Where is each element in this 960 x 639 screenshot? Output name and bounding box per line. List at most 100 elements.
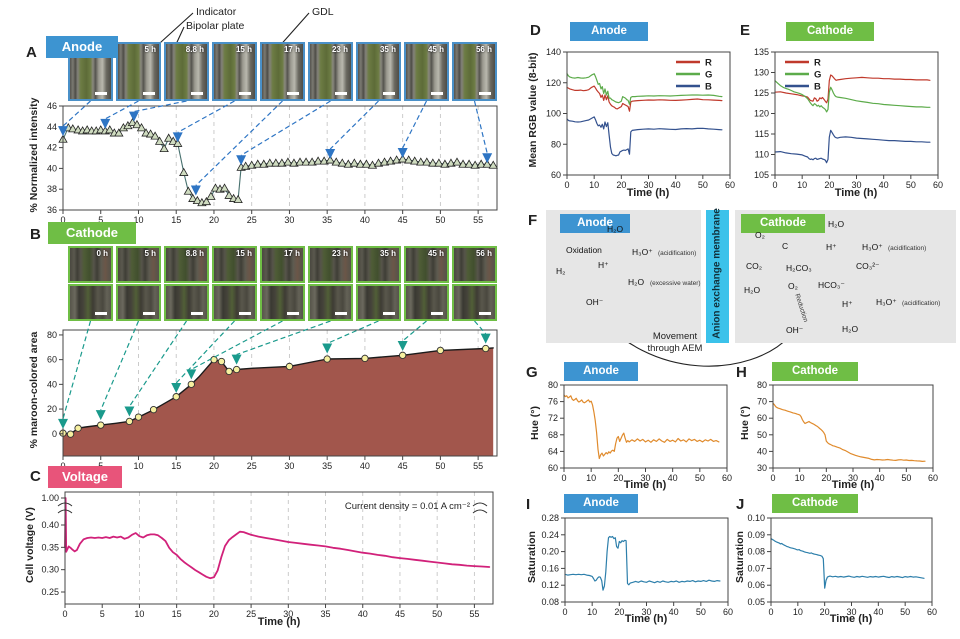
scale-bar	[95, 312, 107, 315]
electrode-photo	[164, 284, 209, 321]
electrode-photo: 0 h	[68, 246, 113, 283]
svg-text:25: 25	[246, 609, 256, 619]
panel-letter-g: G	[526, 364, 538, 381]
svg-text:50: 50	[698, 180, 708, 190]
electrode-photo: 5 h	[116, 246, 161, 283]
svg-text:10: 10	[793, 607, 803, 617]
svg-text:30: 30	[851, 180, 861, 190]
f-h3o-cathode-1: H₃O⁺	[862, 242, 883, 252]
svg-text:46: 46	[47, 101, 57, 111]
svg-text:10: 10	[797, 180, 807, 190]
svg-text:G: G	[814, 70, 821, 81]
svg-text:135: 135	[754, 47, 769, 57]
callout-bipolar-plate: Bipolar plate	[186, 20, 245, 32]
svg-text:0: 0	[772, 180, 777, 190]
electrode-image-column: 35 h	[356, 246, 401, 321]
xlabel-i: Time (h)	[624, 613, 668, 625]
xlabel-h: Time (h)	[831, 479, 875, 491]
photo-time-label: 23 h	[331, 249, 348, 258]
ylabel-c: Cell voltage (V)	[24, 507, 36, 583]
svg-text:30: 30	[283, 609, 293, 619]
scale-bar	[479, 92, 491, 95]
photo-time-label: 45 h	[427, 249, 444, 258]
svg-text:110: 110	[755, 150, 769, 160]
electrode-photo	[356, 284, 401, 321]
badge-anode-a: Anode	[46, 36, 118, 58]
electrode-photo: 17 h	[260, 42, 305, 101]
svg-text:35: 35	[322, 461, 332, 471]
electrode-image-column: 8.8 h	[164, 246, 209, 321]
panel-letter-h: H	[736, 364, 747, 381]
svg-text:20: 20	[47, 404, 57, 414]
svg-text:40: 40	[671, 180, 681, 190]
svg-text:30: 30	[284, 461, 294, 471]
electrode-photo: 23 h	[308, 42, 353, 101]
ylabel-a: % Normalized intensity	[28, 97, 40, 213]
svg-text:60: 60	[933, 180, 943, 190]
svg-text:R: R	[814, 58, 821, 69]
svg-text:50: 50	[432, 609, 442, 619]
scale-bar	[143, 312, 155, 315]
ylabel-g: Hue (°)	[529, 406, 541, 440]
ylabel-b: % maroon-colored area	[28, 331, 40, 449]
photo-time-label: 8.8 h	[185, 249, 204, 258]
chart-I: 0.08 0.12 0.16 0.20 0.24 0.28 0 10 20 30 40 50 60	[541, 513, 733, 617]
svg-text:50: 50	[906, 180, 916, 190]
svg-text:55: 55	[473, 461, 483, 471]
svg-text:120: 120	[546, 78, 561, 88]
svg-text:40: 40	[757, 446, 767, 456]
svg-text:40: 40	[47, 379, 57, 389]
svg-text:20: 20	[613, 473, 623, 483]
callout-gdl: GDL	[312, 6, 334, 18]
badge-cathode-e: Cathode	[786, 22, 874, 41]
current-density-annotation: Current density = 0.01 A cm⁻²	[344, 501, 470, 512]
svg-text:30: 30	[640, 473, 650, 483]
svg-text:20: 20	[209, 609, 219, 619]
anode-image-strip: 0 h5 h8.8 h15 h17 h23 h35 h45 h56 h	[68, 42, 497, 101]
anion-exchange-membrane-bar	[706, 210, 729, 343]
f-h2o-cathode-left: H₂O	[744, 285, 761, 295]
electrode-photo: 8.8 h	[164, 246, 209, 283]
electrode-image-column: 23 h	[308, 42, 353, 101]
f-h2o-cathode-bottom: H₂O	[842, 324, 859, 334]
f-acidification-cathode-1: (acidification)	[888, 245, 927, 252]
electrode-photo	[404, 284, 449, 321]
electrode-photo: 15 h	[212, 42, 257, 101]
svg-text:35: 35	[322, 215, 332, 225]
electrode-image-column: 56 h	[452, 42, 497, 101]
svg-text:15: 15	[171, 215, 181, 225]
svg-text:60: 60	[47, 355, 57, 365]
electrode-photo: 56 h	[452, 246, 497, 283]
svg-text:44: 44	[47, 122, 57, 132]
svg-text:30: 30	[641, 607, 651, 617]
electrode-photo: 8.8 h	[164, 42, 209, 101]
svg-text:40: 40	[873, 607, 883, 617]
svg-text:10: 10	[133, 461, 143, 471]
ylabel-j: Saturation	[734, 531, 746, 583]
svg-text:50: 50	[901, 473, 911, 483]
f-o2-cathode-mid: O₂	[788, 281, 798, 291]
svg-text:30: 30	[757, 463, 767, 473]
f-movement-line1: Movement	[652, 331, 698, 342]
svg-text:40: 40	[875, 473, 885, 483]
svg-text:10: 10	[795, 473, 805, 483]
scale-bar	[191, 92, 203, 95]
panel-letter-f: F	[528, 212, 538, 229]
svg-text:125: 125	[754, 88, 769, 98]
svg-text:10: 10	[586, 473, 596, 483]
electrode-image-column: 5 h	[116, 42, 161, 101]
svg-text:40: 40	[360, 215, 370, 225]
electrode-photo: 35 h	[356, 42, 401, 101]
f-h2: H₂	[556, 266, 566, 276]
panel-letter-c: C	[30, 468, 41, 485]
scale-bar	[335, 312, 347, 315]
svg-text:1.00: 1.00	[41, 493, 59, 503]
svg-text:60: 60	[757, 413, 767, 423]
electrode-photo: 17 h	[260, 246, 305, 283]
f-hco3: HCO₃⁻	[818, 280, 845, 290]
svg-text:60: 60	[551, 170, 561, 180]
svg-text:0.08: 0.08	[541, 597, 559, 607]
scale-bar	[383, 312, 395, 315]
chart-G: 60 64 68 72 76 80 0 10 20 30 40 50 60	[548, 380, 732, 483]
svg-text:0: 0	[52, 429, 57, 439]
